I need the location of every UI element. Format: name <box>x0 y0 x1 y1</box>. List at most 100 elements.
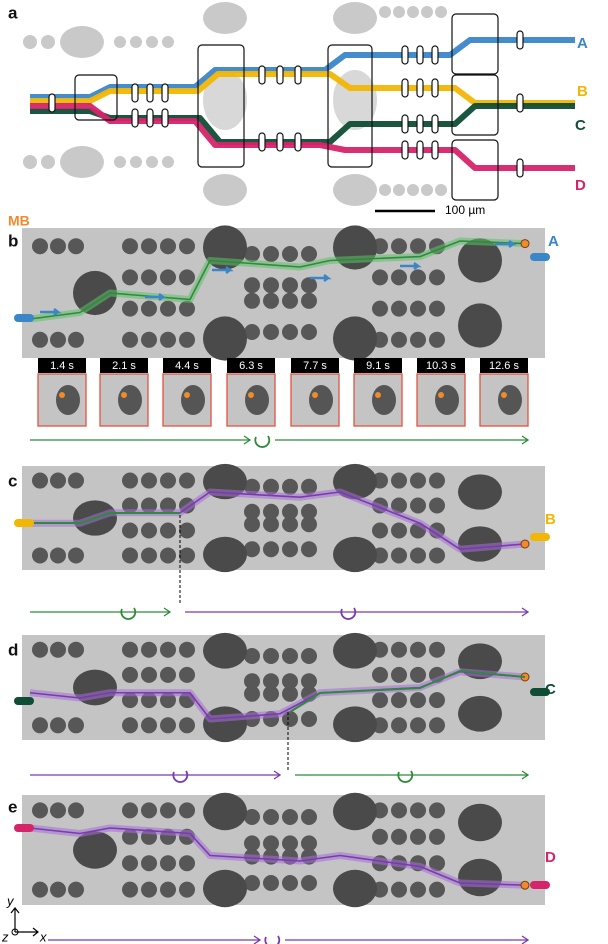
rotation-icon <box>398 771 412 782</box>
obstacle <box>122 882 138 898</box>
obstacle <box>282 648 298 664</box>
obstacle <box>391 882 407 898</box>
obstacle <box>141 717 157 733</box>
obstacle <box>141 642 157 658</box>
obstacle <box>162 156 174 168</box>
obstacle <box>179 667 195 683</box>
obstacle <box>301 504 317 520</box>
obstacle <box>141 473 157 489</box>
inset-bead <box>375 392 381 398</box>
obstacle <box>429 692 445 708</box>
inset-obstacle <box>181 385 205 415</box>
rotation-icon <box>341 608 355 619</box>
obstacle <box>429 301 445 317</box>
inset-obstacle <box>245 385 269 415</box>
inlet-tab <box>14 519 34 527</box>
obstacle <box>141 855 157 871</box>
obstacle <box>391 301 407 317</box>
obstacle <box>429 547 445 563</box>
obstacle <box>282 277 298 293</box>
obstacle <box>391 238 407 254</box>
valve <box>432 46 438 64</box>
inset-bead <box>121 392 127 398</box>
obstacle <box>282 324 298 340</box>
valve <box>49 94 55 112</box>
valve <box>259 133 265 151</box>
obstacle <box>203 537 247 572</box>
obstacle <box>141 882 157 898</box>
valve <box>432 115 438 133</box>
channel-label: C <box>545 681 556 698</box>
inset-bead <box>248 392 254 398</box>
obstacle <box>410 692 426 708</box>
mb-label: MB <box>8 213 30 229</box>
obstacle <box>282 809 298 825</box>
obstacle <box>68 473 84 489</box>
obstacle <box>130 156 142 168</box>
panel-label: b <box>8 231 18 250</box>
obstacle <box>68 642 84 658</box>
valve <box>147 109 153 127</box>
obstacle <box>333 537 377 572</box>
rotation-icon <box>121 608 135 619</box>
obstacle <box>160 301 176 317</box>
valve <box>517 159 523 177</box>
channel-label: C <box>575 117 586 134</box>
obstacle <box>391 473 407 489</box>
inlet-tab <box>530 253 550 261</box>
obstacle <box>50 642 66 658</box>
obstacle <box>301 875 317 891</box>
obstacle <box>435 6 447 18</box>
obstacle <box>263 246 279 262</box>
obstacle <box>179 332 195 348</box>
channel-label: B <box>577 83 588 100</box>
obstacle <box>379 6 391 18</box>
obstacle <box>122 269 138 285</box>
obstacle <box>203 316 247 360</box>
valve <box>277 133 283 151</box>
valve <box>402 115 408 133</box>
obstacle <box>301 809 317 825</box>
obstacle <box>160 855 176 871</box>
channel-b <box>30 74 575 103</box>
obstacle <box>333 174 377 206</box>
panel-label: a <box>8 3 18 22</box>
obstacle <box>32 238 48 254</box>
obstacle <box>122 642 138 658</box>
time-label: 4.4 s <box>175 360 199 372</box>
inset-obstacle <box>56 385 80 415</box>
obstacle <box>410 473 426 489</box>
obstacle <box>372 829 388 845</box>
inset-bead <box>184 392 190 398</box>
obstacle <box>203 706 247 742</box>
figure-art: 1.4 s2.1 s4.4 s6.3 s7.7 s9.1 s10.3 s12.6… <box>11 2 575 944</box>
junction-box <box>452 14 498 74</box>
obstacle <box>32 332 48 348</box>
obstacle <box>410 802 426 818</box>
obstacle <box>141 332 157 348</box>
valve <box>417 141 423 159</box>
obstacle <box>50 802 66 818</box>
obstacle <box>429 332 445 348</box>
obstacle <box>122 238 138 254</box>
obstacle <box>114 156 126 168</box>
obstacle <box>141 238 157 254</box>
obstacle <box>421 184 433 196</box>
obstacle <box>203 870 247 907</box>
valve <box>162 84 168 102</box>
obstacle <box>179 473 195 489</box>
valve <box>132 84 138 102</box>
obstacle <box>160 802 176 818</box>
obstacle <box>429 269 445 285</box>
obstacle <box>263 293 279 309</box>
obstacle <box>301 541 317 557</box>
valve <box>417 79 423 97</box>
valve <box>432 79 438 97</box>
obstacle <box>429 802 445 818</box>
obstacle <box>333 793 377 830</box>
valve <box>517 31 523 49</box>
inset-obstacle <box>435 385 459 415</box>
inset-obstacle <box>372 385 396 415</box>
obstacle <box>301 648 317 664</box>
obstacle <box>32 642 48 658</box>
